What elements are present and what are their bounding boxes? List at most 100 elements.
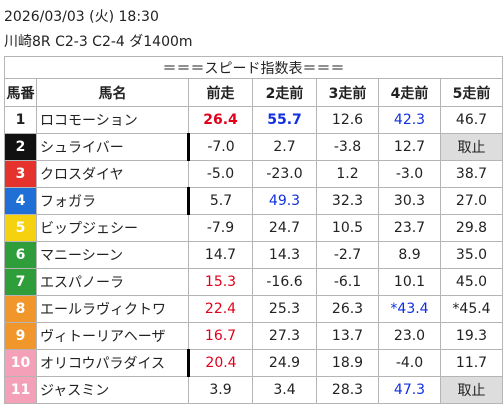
speed-index: 3.9 xyxy=(188,376,253,404)
speed-index: 取止 xyxy=(440,376,503,404)
speed-index: 3.4 xyxy=(252,376,317,404)
speed-index: 55.7 xyxy=(252,106,317,134)
speed-index: 29.8 xyxy=(440,214,503,242)
horse-number: 3 xyxy=(4,160,37,188)
horse-row: 6 マニーシーン 14.7 14.3 -2.7 8.9 35.0 xyxy=(4,241,503,269)
horse-number: 1 xyxy=(4,106,37,134)
horse-row: 8 エールラヴィクトワ 22.4 25.3 26.3 *43.4 *45.4 xyxy=(4,295,503,323)
speed-index: 16.7 xyxy=(188,322,253,350)
speed-index: -3.8 xyxy=(316,133,379,161)
speed-index: -4.0 xyxy=(378,349,441,377)
table-title: ＝＝＝スピード指数表＝＝＝ xyxy=(4,56,503,79)
speed-index: -16.6 xyxy=(252,268,317,296)
horse-number: 8 xyxy=(4,295,37,323)
speed-index: 12.6 xyxy=(316,106,379,134)
speed-index: 23.0 xyxy=(378,322,441,350)
speed-index: 2.7 xyxy=(252,133,317,161)
horse-row: 10 オリコウパラダイス 20.4 24.9 18.9 -4.0 11.7 xyxy=(4,349,503,377)
speed-index: 15.3 xyxy=(188,268,253,296)
horse-row: 2 シュライバー -7.0 2.7 -3.8 12.7 取止 xyxy=(4,133,503,161)
speed-table: ＝＝＝スピード指数表＝＝＝ 馬番 馬名 前走 2走前 3走前 4走前 5走前 1 ロコモーション 2… xyxy=(4,56,503,404)
speed-index: 10.5 xyxy=(316,214,379,242)
column-header: 5走前 xyxy=(440,78,503,107)
speed-index: 13.7 xyxy=(316,322,379,350)
speed-index: 26.3 xyxy=(316,295,379,323)
speed-index: 27.0 xyxy=(440,187,503,215)
speed-index: 12.7 xyxy=(378,133,441,161)
horse-name: オリコウパラダイス xyxy=(36,349,189,377)
speed-index: *45.4 xyxy=(440,295,503,323)
speed-index: 32.3 xyxy=(316,187,379,215)
horse-name: ロコモーション xyxy=(36,106,189,134)
horse-number: 7 xyxy=(4,268,37,296)
speed-index: 45.0 xyxy=(440,268,503,296)
horse-name: マニーシーン xyxy=(36,241,189,269)
speed-index: 47.3 xyxy=(378,376,441,404)
horse-number: 11 xyxy=(4,376,37,404)
speed-index: -2.7 xyxy=(316,241,379,269)
speed-index: 24.7 xyxy=(252,214,317,242)
horse-name: ジャスミン xyxy=(36,376,189,404)
speed-index: 46.7 xyxy=(440,106,503,134)
horse-name: ヴィトーリアヘーザ xyxy=(36,322,189,350)
speed-index: 20.4 xyxy=(187,349,253,377)
horse-row: 9 ヴィトーリアヘーザ 16.7 27.3 13.7 23.0 19.3 xyxy=(4,322,503,350)
horse-name: シュライバー xyxy=(36,133,189,161)
horse-row: 4 フォガラ 5.7 49.3 32.3 30.3 27.0 xyxy=(4,187,503,215)
speed-index: 18.9 xyxy=(316,349,379,377)
horse-row: 3 クロスダイヤ -5.0 -23.0 1.2 -3.0 38.7 xyxy=(4,160,503,188)
speed-index: 5.7 xyxy=(187,187,253,215)
column-header: 馬番 xyxy=(4,78,37,107)
column-header: 3走前 xyxy=(316,78,379,107)
speed-index: 取止 xyxy=(440,133,503,161)
horse-name: ビップジェシー xyxy=(36,214,189,242)
column-header: 2走前 xyxy=(252,78,317,107)
speed-index: 42.3 xyxy=(378,106,441,134)
speed-index: -5.0 xyxy=(188,160,253,188)
horse-number: 5 xyxy=(4,214,37,242)
horse-number: 4 xyxy=(4,187,37,215)
speed-index: 35.0 xyxy=(440,241,503,269)
speed-index: -23.0 xyxy=(252,160,317,188)
column-header: 馬名 xyxy=(36,78,189,107)
speed-index: 23.7 xyxy=(378,214,441,242)
horse-row: 5 ビップジェシー -7.9 24.7 10.5 23.7 29.8 xyxy=(4,214,503,242)
speed-index: 22.4 xyxy=(188,295,253,323)
speed-index: *43.4 xyxy=(378,295,441,323)
horse-row: 1 ロコモーション 26.4 55.7 12.6 42.3 46.7 xyxy=(4,106,503,134)
speed-index: -3.0 xyxy=(378,160,441,188)
horse-row: 11 ジャスミン 3.9 3.4 28.3 47.3 取止 xyxy=(4,376,503,404)
horse-number: 6 xyxy=(4,241,37,269)
date-time: 2026/03/03 (火) 18:30 xyxy=(4,9,159,25)
horse-name: エスパノーラ xyxy=(36,268,189,296)
speed-index: 8.9 xyxy=(378,241,441,269)
speed-index: -7.9 xyxy=(188,214,253,242)
speed-index: 14.3 xyxy=(252,241,317,269)
horse-name: エールラヴィクトワ xyxy=(36,295,189,323)
speed-index: 25.3 xyxy=(252,295,317,323)
horse-row: 7 エスパノーラ 15.3 -16.6 -6.1 10.1 45.0 xyxy=(4,268,503,296)
horse-number: 10 xyxy=(4,349,37,377)
horse-number: 9 xyxy=(4,322,37,350)
column-header: 前走 xyxy=(188,78,253,107)
speed-index: -7.0 xyxy=(187,133,253,161)
horse-number: 2 xyxy=(4,133,37,161)
speed-index: 38.7 xyxy=(440,160,503,188)
speed-index: 14.7 xyxy=(188,241,253,269)
speed-index: 26.4 xyxy=(188,106,253,134)
speed-index: 11.7 xyxy=(440,349,503,377)
speed-index: -6.1 xyxy=(316,268,379,296)
speed-index: 30.3 xyxy=(378,187,441,215)
speed-index: 1.2 xyxy=(316,160,379,188)
title-row: ＝＝＝スピード指数表＝＝＝ xyxy=(4,56,503,79)
horse-name: フォガラ xyxy=(36,187,189,215)
race-info: 川崎8R C2-3 C2-4 ダ1400m xyxy=(4,34,193,50)
speed-index: 24.9 xyxy=(252,349,317,377)
speed-index: 49.3 xyxy=(252,187,317,215)
horse-name: クロスダイヤ xyxy=(36,160,189,188)
header-row: 馬番 馬名 前走 2走前 3走前 4走前 5走前 xyxy=(4,78,503,107)
speed-index: 28.3 xyxy=(316,376,379,404)
column-header: 4走前 xyxy=(378,78,441,107)
speed-index: 27.3 xyxy=(252,322,317,350)
speed-index: 10.1 xyxy=(378,268,441,296)
